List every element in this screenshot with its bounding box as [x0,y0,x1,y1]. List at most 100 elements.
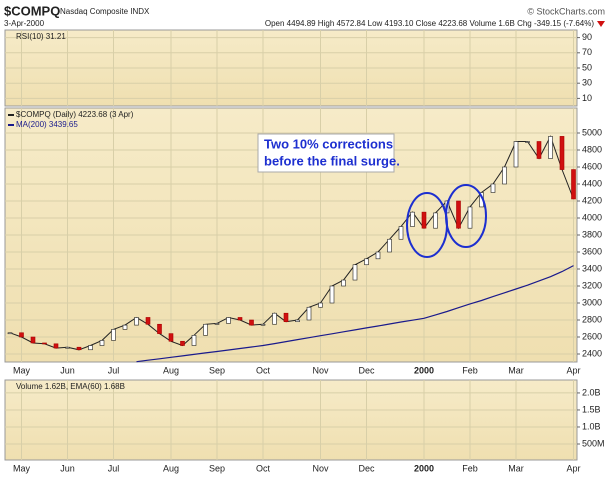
x-tick-label: 2000 [414,463,434,473]
candle [260,323,266,326]
quote: Open 4494.89 High 4572.84 Low 4193.10 Cl… [265,19,594,28]
y-tick-label: 90 [582,32,592,42]
legend: $COMPQ (Daily) 4223.68 (3 Apr) [16,110,134,119]
candle [122,324,128,330]
candle [272,312,277,325]
x-tick-label: Dec [358,463,375,473]
candle [456,200,461,229]
candle [19,332,24,338]
candle [375,251,381,260]
y-tick-label: 500M [582,438,605,448]
candle [502,166,507,185]
x-tick-label: Oct [256,365,271,375]
candle [548,136,553,159]
down-arrow [597,21,605,27]
candle [7,332,13,335]
y-tick-label: 4400 [582,178,602,188]
x-tick-label: Dec [358,365,375,375]
y-tick-label: 10 [582,93,592,103]
candle [467,206,473,229]
candle [42,342,47,345]
x-tick-label: Jul [108,463,120,473]
candle [180,340,185,346]
candle [99,340,105,346]
source: © StockCharts.com [527,6,605,16]
x-tick-label: Nov [312,365,329,375]
y-tick-label: 3800 [582,229,602,239]
candle [398,226,404,240]
candle [134,317,139,326]
candle [53,343,59,349]
candle [318,302,323,308]
x-tick-label: Mar [508,463,524,473]
symbol-name: Nasdaq Composite INDX [60,7,150,16]
candle [306,306,312,321]
annotation: Two 10% corrections [264,136,393,151]
y-tick-label: 3000 [582,297,602,307]
y-tick-label: 4000 [582,212,602,222]
candle [283,312,289,323]
x-tick-label: May [13,463,31,473]
candle [525,141,530,143]
x-tick-label: Oct [256,463,271,473]
candle [490,183,496,193]
candle [65,346,70,349]
series-line [136,265,574,363]
candle [410,211,415,227]
candle [191,335,197,346]
x-tick-label: May [13,365,31,375]
x-tick-label: Jul [108,365,120,375]
candle [421,211,427,229]
candle [111,329,116,341]
y-tick-label: 3400 [582,263,602,273]
highlight-circle [445,184,487,248]
x-tick-label: Aug [163,463,179,473]
candle [237,317,243,321]
candle [214,323,220,325]
y-tick-label: 50 [582,62,592,72]
y-tick-label: 70 [582,47,592,57]
candle [513,141,519,168]
x-tick-label: Apr [566,463,580,473]
date: 3-Apr-2000 [4,19,45,28]
candle [30,336,36,344]
y-tick-label: 1.5B [582,404,601,414]
candle [559,136,565,170]
candle [433,212,438,229]
candle [249,319,254,326]
candle [295,319,300,323]
candle [157,323,162,334]
y-tick-label: 2400 [582,348,602,358]
y-tick-label: 2600 [582,331,602,341]
candle [203,323,208,336]
y-tick-label: 30 [582,78,592,88]
x-tick-label: Feb [462,365,478,375]
annotation: before the final surge. [264,153,400,168]
y-tick-label: 2.0B [582,387,601,397]
y-tick-label: 3600 [582,246,602,256]
candle [387,238,392,253]
x-tick-label: Apr [566,365,580,375]
legend: MA(200) 3439.65 [16,120,78,129]
legend: RSI(10) 31.21 [16,32,66,41]
x-tick-label: Mar [508,365,524,375]
y-tick-label: 2800 [582,314,602,324]
candle [145,317,151,325]
x-tick-label: Jun [60,463,75,473]
y-tick-label: 3200 [582,280,602,290]
candle [571,169,576,200]
x-tick-label: Sep [209,463,225,473]
y-tick-label: 4200 [582,195,602,205]
candle [364,258,369,266]
candle [341,279,346,287]
candle [352,264,358,281]
volume-panel [4,379,578,461]
candle [329,285,335,304]
candle [76,346,82,351]
candle [168,333,174,342]
candle [226,317,231,324]
symbol: $COMPQ [4,3,60,18]
x-tick-label: Nov [312,463,329,473]
annotation-box [257,133,395,173]
